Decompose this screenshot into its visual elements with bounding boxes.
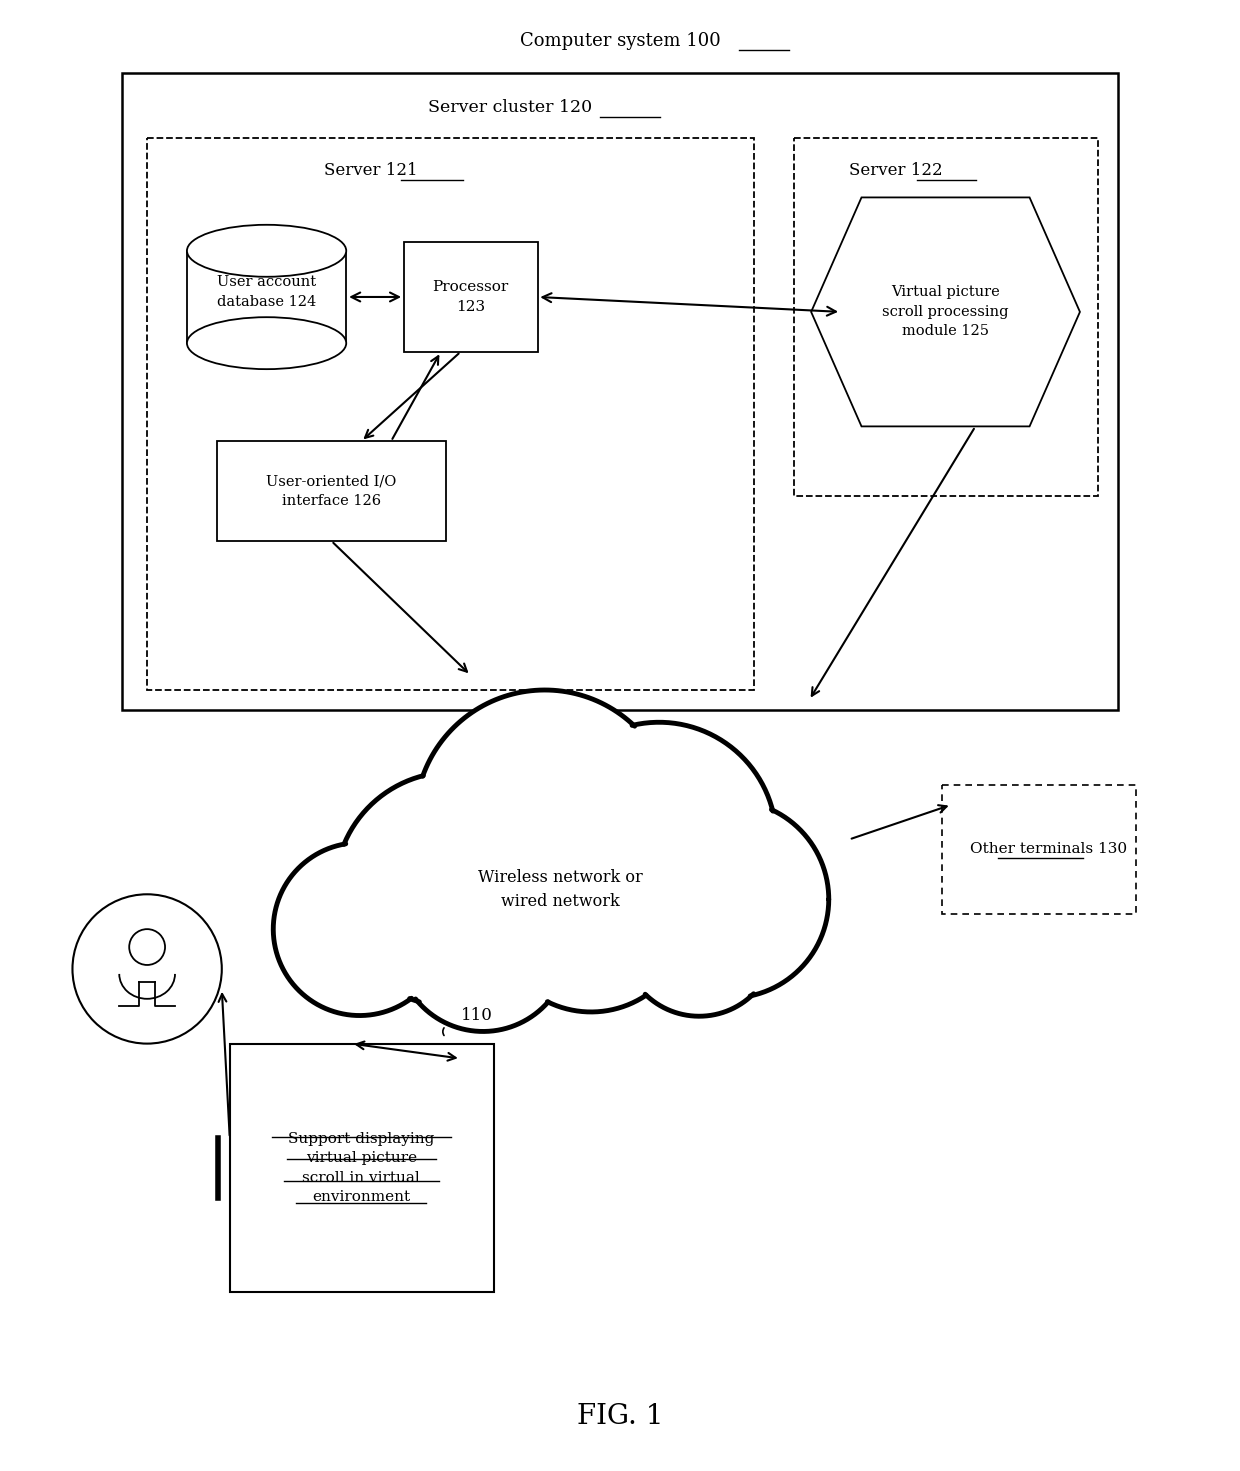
Circle shape <box>397 859 569 1031</box>
Circle shape <box>631 800 828 997</box>
Text: FIG. 1: FIG. 1 <box>577 1403 663 1430</box>
Polygon shape <box>811 197 1080 427</box>
Ellipse shape <box>187 225 346 277</box>
Circle shape <box>335 772 569 1006</box>
Text: Server 121: Server 121 <box>325 162 418 179</box>
Text: User account
database 124: User account database 124 <box>217 275 316 309</box>
FancyBboxPatch shape <box>187 250 346 343</box>
Text: Processor
123: Processor 123 <box>433 279 508 313</box>
Circle shape <box>415 690 675 949</box>
FancyBboxPatch shape <box>941 784 1136 913</box>
Text: Virtual picture
scroll processing
module 125: Virtual picture scroll processing module… <box>883 285 1009 338</box>
Circle shape <box>273 843 446 1015</box>
Circle shape <box>129 930 165 965</box>
FancyBboxPatch shape <box>123 74 1117 710</box>
Text: User-oriented I/O
interface 126: User-oriented I/O interface 126 <box>267 474 397 507</box>
FancyBboxPatch shape <box>148 138 754 690</box>
FancyBboxPatch shape <box>404 243 538 352</box>
Text: 110: 110 <box>461 1008 492 1024</box>
Ellipse shape <box>187 318 346 369</box>
Circle shape <box>622 862 776 1016</box>
FancyBboxPatch shape <box>229 1043 494 1293</box>
Text: Other terminals 130: Other terminals 130 <box>970 843 1127 856</box>
Text: Wireless network or
wired network: Wireless network or wired network <box>477 869 642 909</box>
FancyBboxPatch shape <box>217 441 446 541</box>
Text: Server 122: Server 122 <box>849 162 942 179</box>
Text: Server cluster 120: Server cluster 120 <box>429 100 593 116</box>
Circle shape <box>72 894 222 1043</box>
FancyBboxPatch shape <box>794 138 1097 496</box>
Circle shape <box>542 722 776 956</box>
Text: Support displaying
virtual picture
scroll in virtual
environment: Support displaying virtual picture scrol… <box>288 1131 434 1205</box>
Text: Computer system 100: Computer system 100 <box>520 32 720 50</box>
Circle shape <box>492 815 689 1012</box>
